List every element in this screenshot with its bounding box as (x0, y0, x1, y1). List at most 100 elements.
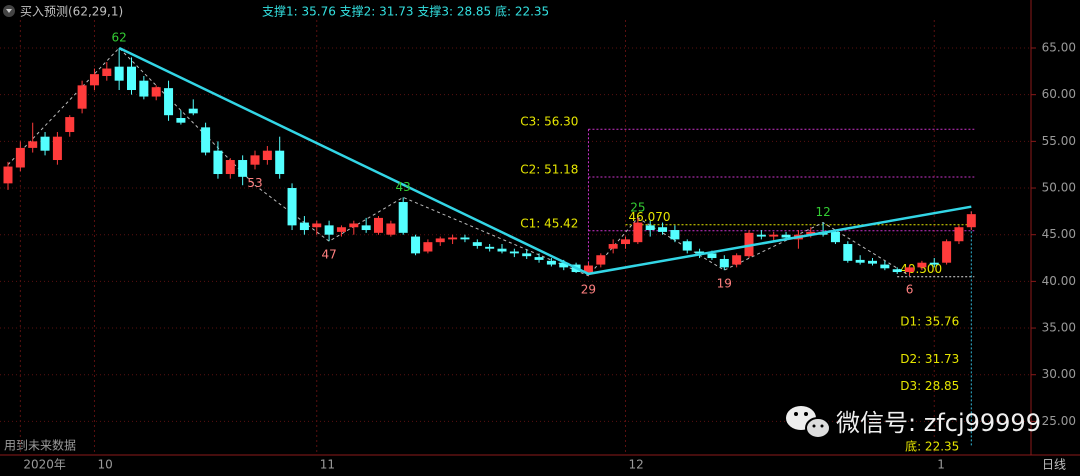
candle-body (188, 108, 198, 114)
candle-body (52, 136, 62, 161)
candle-body (596, 255, 606, 265)
pivot-label: 6 (906, 282, 914, 296)
candle-body (855, 259, 865, 263)
y-tick-label: 25.00 (1042, 414, 1076, 428)
candle-body (201, 127, 211, 153)
level-label: C2: 51.18 (520, 163, 578, 177)
x-tick-label: 1 (937, 458, 945, 472)
candle-body (522, 253, 532, 257)
candle-body (15, 147, 25, 168)
candle-body (756, 234, 766, 237)
y-tick-label: 35.00 (1042, 321, 1076, 335)
candle-body (781, 234, 791, 238)
candle-body (954, 227, 964, 242)
y-tick-label: 55.00 (1042, 134, 1076, 148)
candle-body (324, 225, 334, 235)
candle-body (435, 238, 445, 243)
candle-body (583, 265, 593, 273)
candle-body (213, 150, 223, 175)
support-summary: 支撑1: 35.76 支撑2: 31.73 支撑3: 28.85 底: 22.3… (262, 4, 549, 19)
candle-body (349, 223, 359, 228)
candle-body (880, 264, 890, 269)
candle-body (942, 241, 952, 263)
support-label: D3: 28.85 (900, 379, 959, 393)
candle-body (3, 166, 13, 184)
candle-body (546, 260, 556, 265)
zigzag-line (7, 47, 910, 277)
y-tick-label: 65.00 (1042, 41, 1076, 55)
candle-body (719, 258, 729, 268)
candle-body (682, 241, 692, 251)
trend-line (118, 46, 972, 276)
candle-body (176, 118, 186, 123)
candle-body (559, 262, 569, 268)
y-tick-label: 40.00 (1042, 274, 1076, 288)
level-label: C1: 45.42 (520, 216, 578, 230)
candle-body (312, 223, 322, 228)
level-label: 46.070 (629, 210, 671, 224)
candle-body (509, 251, 519, 254)
candle-body (868, 260, 877, 264)
candle-body (361, 225, 371, 231)
period-label[interactable]: 日线 (1042, 458, 1066, 472)
candle-body (238, 160, 248, 177)
candle-body (423, 242, 433, 252)
pivot-label: 53 (247, 176, 262, 190)
candle-body (608, 244, 618, 249)
candle-body (633, 222, 643, 243)
candle-body (769, 234, 779, 237)
candle-body (966, 214, 976, 228)
pivot-label: 29 (581, 282, 596, 296)
candle-body (621, 239, 630, 245)
plot: C3: 56.30 C2: 51.18 C1: 45.42 46.070 40.500 D… (0, 20, 1031, 455)
candle-body (114, 66, 124, 81)
candle-body (299, 222, 309, 231)
candle-body (905, 267, 915, 273)
candle-body (448, 237, 458, 240)
support-label: D1: 35.76 (900, 314, 959, 328)
support-label: 底: 22.35 (905, 439, 959, 454)
candle-body (28, 141, 38, 148)
candle-body (77, 85, 87, 109)
x-tick-label: 11 (320, 458, 335, 472)
menu-arrow (6, 9, 12, 13)
candle-body (275, 150, 285, 175)
pivot-label: 62 (112, 31, 127, 45)
pivot-label: 12 (815, 205, 830, 219)
candle-body (485, 246, 495, 249)
footnote: 用到未来数据 (4, 438, 76, 453)
candle-body (830, 231, 840, 243)
candle-body (336, 227, 346, 232)
pivot-label: 47 (321, 248, 336, 262)
candle-body (262, 150, 272, 161)
level-label: 40.500 (900, 262, 942, 276)
watermark: 微信号: zfcj99999 (836, 409, 1041, 437)
pivot-label: 43 (396, 180, 411, 194)
candle-body (89, 74, 99, 86)
candle-body (732, 255, 742, 265)
pivot-label: 25 (630, 200, 645, 214)
x-tick-label: 12 (629, 458, 644, 472)
y-tick-label: 30.00 (1042, 367, 1076, 381)
y-tick-label: 60.00 (1042, 87, 1076, 101)
level-label: C3: 56.30 (520, 115, 578, 129)
candle-body (139, 80, 149, 97)
candle-body (658, 227, 668, 232)
candle-body (40, 136, 50, 151)
candle-body (102, 68, 112, 77)
y-tick-label: 50.00 (1042, 181, 1076, 195)
x-tick-label: 2020年 (23, 458, 66, 472)
candle-body (460, 237, 470, 240)
candle-body (892, 269, 902, 273)
candle-body (398, 202, 408, 233)
candle-body (411, 236, 421, 254)
candle-body (250, 155, 260, 165)
candle-body (645, 225, 655, 231)
candle-body (917, 262, 927, 268)
candle-body (534, 257, 544, 260)
candle-body (386, 223, 396, 235)
indicator-name: 买入预测(62,29,1) (20, 5, 123, 19)
candle-body (670, 230, 680, 240)
